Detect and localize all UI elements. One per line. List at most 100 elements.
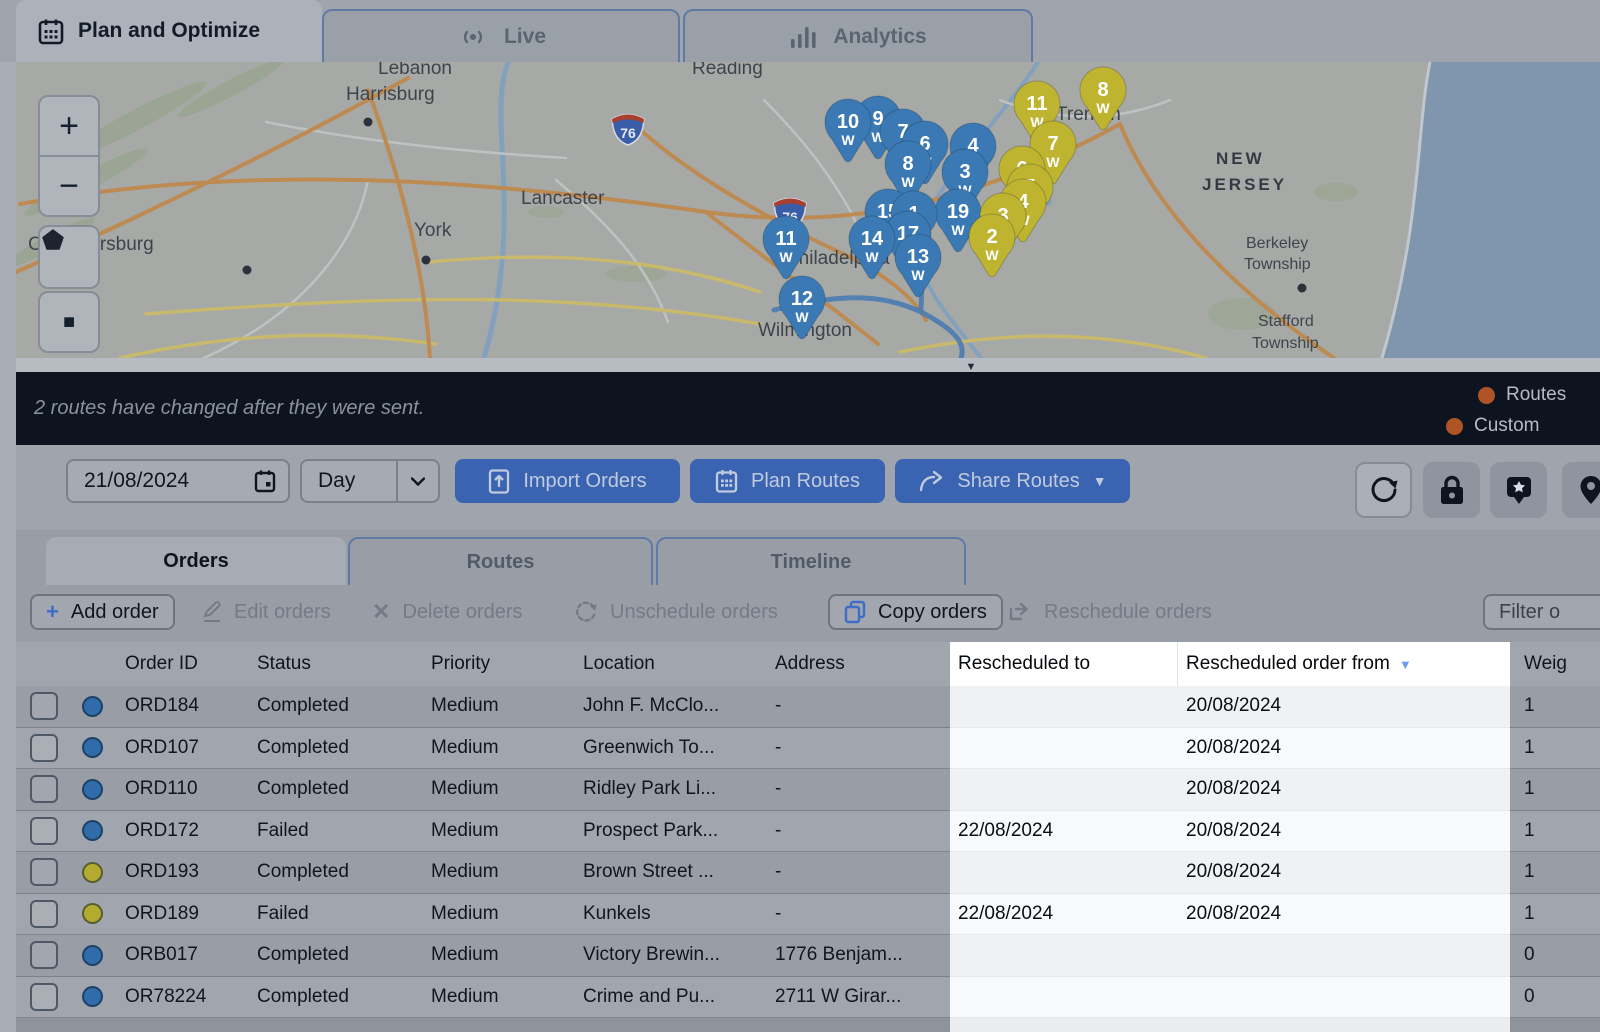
tab-plan-and-optimize[interactable]: Plan and Optimize: [16, 0, 322, 62]
map-pin[interactable]: 8W: [1079, 66, 1127, 131]
cell-order-id: ORD172: [112, 810, 244, 852]
svg-text:12: 12: [791, 288, 813, 310]
column-header-priority[interactable]: Priority: [418, 642, 570, 686]
map-pin[interactable]: 11W: [762, 215, 810, 280]
cell-weight: 1: [1510, 686, 1600, 728]
row-select-cell: [16, 976, 72, 1018]
tab-orders[interactable]: Orders: [46, 537, 346, 585]
polygon-tool-button[interactable]: [38, 225, 100, 289]
order-actions-bar: + Add order Edit orders ✕ Delete orders …: [16, 585, 1600, 642]
map-ocean: [1382, 62, 1600, 358]
cell-location: Crime and Pu...: [570, 976, 762, 1018]
date-input[interactable]: 21/08/2024: [66, 459, 290, 503]
unschedule-orders-button[interactable]: Unschedule orders: [574, 594, 778, 630]
row-checkbox[interactable]: [30, 816, 58, 845]
row-select-cell: [16, 852, 72, 894]
cell-rescheduled-to: [950, 976, 1178, 1018]
cell-rescheduled-to: 22/08/2024: [950, 810, 1178, 852]
planning-toolbar: 21/08/2024 Day Import Orders: [16, 445, 1600, 530]
tab-analytics[interactable]: Analytics: [683, 9, 1033, 62]
column-header-0[interactable]: [16, 642, 72, 686]
cell-order-id: ORD184: [112, 686, 244, 728]
route-color-dot: [81, 820, 103, 842]
cell-rescheduled-to: [950, 769, 1178, 811]
zoom-out-button[interactable]: −: [38, 155, 100, 217]
edit-icon: [203, 601, 221, 622]
delete-orders-button[interactable]: ✕ Delete orders: [372, 594, 523, 630]
cell-location: Kunkels: [570, 893, 762, 935]
row-select-cell: [16, 935, 72, 977]
location-pin-icon: [1580, 476, 1600, 504]
map-pin[interactable]: 12W: [778, 275, 826, 340]
row-checkbox[interactable]: [30, 733, 58, 762]
column-header-rescheduled-to[interactable]: Rescheduled to: [950, 642, 1178, 686]
cell-status: Completed: [244, 769, 418, 811]
route-color-cell: [72, 727, 112, 769]
range-select[interactable]: Day: [300, 459, 440, 503]
row-checkbox[interactable]: [30, 899, 58, 928]
share-routes-button[interactable]: Share Routes ▼: [895, 459, 1130, 503]
zoom-in-button[interactable]: +: [38, 95, 100, 157]
legend-customers[interactable]: Custom: [1446, 415, 1539, 437]
map-pin[interactable]: 2W: [968, 213, 1016, 278]
svg-text:14: 14: [861, 228, 884, 250]
cell-order-id: ORB017: [112, 935, 244, 977]
tab-routes[interactable]: Routes: [348, 537, 653, 585]
reschedule-orders-button[interactable]: Reschedule orders: [1008, 594, 1212, 630]
route-color-cell: [72, 769, 112, 811]
column-header-order-id[interactable]: Order ID: [112, 642, 244, 686]
add-order-button[interactable]: + Add order: [30, 594, 175, 630]
location-pin-button[interactable]: [1562, 462, 1600, 518]
route-color-cell: [72, 893, 112, 935]
import-orders-button[interactable]: Import Orders: [455, 459, 680, 503]
cell-address: -: [762, 852, 950, 894]
plan-routes-button[interactable]: Plan Routes: [690, 459, 885, 503]
cell-priority: Medium: [418, 727, 570, 769]
column-header-address[interactable]: Address: [762, 642, 950, 686]
row-checkbox[interactable]: [30, 941, 58, 970]
map-pin[interactable]: 10W: [824, 98, 872, 163]
map-collapse-handle[interactable]: ▼: [926, 358, 1016, 375]
tab-timeline[interactable]: Timeline: [656, 537, 966, 585]
lock-button[interactable]: [1423, 462, 1480, 518]
cell-rescheduled-from: 20/08/2024: [1178, 893, 1510, 935]
column-header-location[interactable]: Location: [570, 642, 762, 686]
cell-weight: 1: [1510, 727, 1600, 769]
column-header-status[interactable]: Status: [244, 642, 418, 686]
row-checkbox[interactable]: [30, 692, 58, 721]
column-header-weig[interactable]: Weig: [1510, 642, 1600, 686]
edit-orders-button[interactable]: Edit orders: [202, 594, 331, 630]
refresh-button[interactable]: [1355, 462, 1412, 518]
favorite-marker-icon: [1506, 477, 1531, 504]
row-checkbox[interactable]: [30, 982, 58, 1011]
cell-priority: Medium: [418, 810, 570, 852]
cell-priority: Medium: [418, 935, 570, 977]
copy-orders-button[interactable]: Copy orders: [828, 594, 1003, 630]
favorite-marker-button[interactable]: [1490, 462, 1547, 518]
legend-routes[interactable]: Routes: [1478, 384, 1566, 406]
row-select-cell: [16, 769, 72, 811]
map-canvas[interactable]: LebanonReadingHarrisburgLancasterYorkCha…: [16, 62, 1600, 358]
map-pin[interactable]: 8W: [884, 140, 932, 205]
column-header-rescheduled-order-from[interactable]: Rescheduled order from ▼: [1178, 642, 1510, 686]
column-header-1[interactable]: [72, 642, 112, 686]
edit-orders-label: Edit orders: [234, 600, 331, 623]
filter-orders-input[interactable]: Filter o: [1483, 594, 1600, 630]
cell-rescheduled-from: 20/08/2024: [1178, 686, 1510, 728]
row-checkbox[interactable]: [30, 775, 58, 804]
legend-dot-icon: [1446, 417, 1463, 435]
live-icon: [463, 30, 483, 43]
rectangle-tool-button[interactable]: ■: [38, 291, 100, 353]
svg-text:W: W: [779, 249, 793, 265]
svg-text:York: York: [414, 220, 452, 241]
top-tab-bar: Plan and Optimize Live Analytics: [0, 0, 1600, 62]
map-pin[interactable]: 14W: [848, 215, 896, 280]
map-pin[interactable]: 13W: [894, 233, 942, 298]
tab-live[interactable]: Live: [322, 9, 680, 62]
tab-timeline-label: Timeline: [770, 550, 852, 573]
row-checkbox[interactable]: [30, 858, 58, 887]
svg-text:3: 3: [997, 205, 1008, 227]
cell-order-id: ORD193: [112, 852, 244, 894]
cell-priority: Medium: [418, 686, 570, 728]
